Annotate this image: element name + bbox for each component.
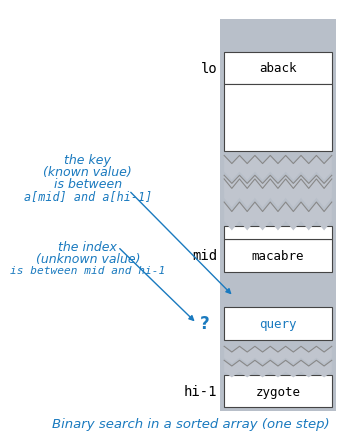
Text: macabre: macabre [252, 249, 304, 262]
Text: is between mid and hi-1: is between mid and hi-1 [10, 265, 166, 276]
Text: aback: aback [259, 62, 297, 75]
Bar [220, 20, 336, 411]
Bar [224, 227, 332, 240]
Text: mid: mid [192, 249, 217, 263]
Text: lo: lo [201, 62, 217, 76]
Text: (unknown value): (unknown value) [36, 252, 140, 265]
Bar [224, 375, 332, 407]
Polygon shape [224, 176, 332, 200]
Polygon shape [224, 360, 332, 378]
Text: the index: the index [58, 240, 117, 254]
Bar [224, 152, 332, 197]
Polygon shape [224, 346, 332, 364]
Bar [224, 85, 332, 152]
Text: ?: ? [200, 314, 209, 332]
Text: the key: the key [64, 154, 111, 167]
Text: query: query [259, 317, 297, 330]
Bar [224, 343, 332, 375]
Bar [224, 240, 332, 272]
Bar [224, 53, 332, 85]
Bar [224, 174, 332, 227]
Bar [224, 307, 332, 340]
Polygon shape [224, 180, 332, 208]
Text: a[mid] and a[hi-1]: a[mid] and a[hi-1] [24, 190, 152, 202]
Text: zygote: zygote [256, 385, 300, 398]
Text: Binary search in a sorted array (one step): Binary search in a sorted array (one ste… [52, 417, 329, 430]
Polygon shape [224, 156, 332, 180]
Text: (known value): (known value) [43, 166, 132, 179]
Polygon shape [224, 203, 332, 231]
Text: hi-1: hi-1 [184, 384, 217, 398]
Text: is between: is between [54, 177, 122, 191]
